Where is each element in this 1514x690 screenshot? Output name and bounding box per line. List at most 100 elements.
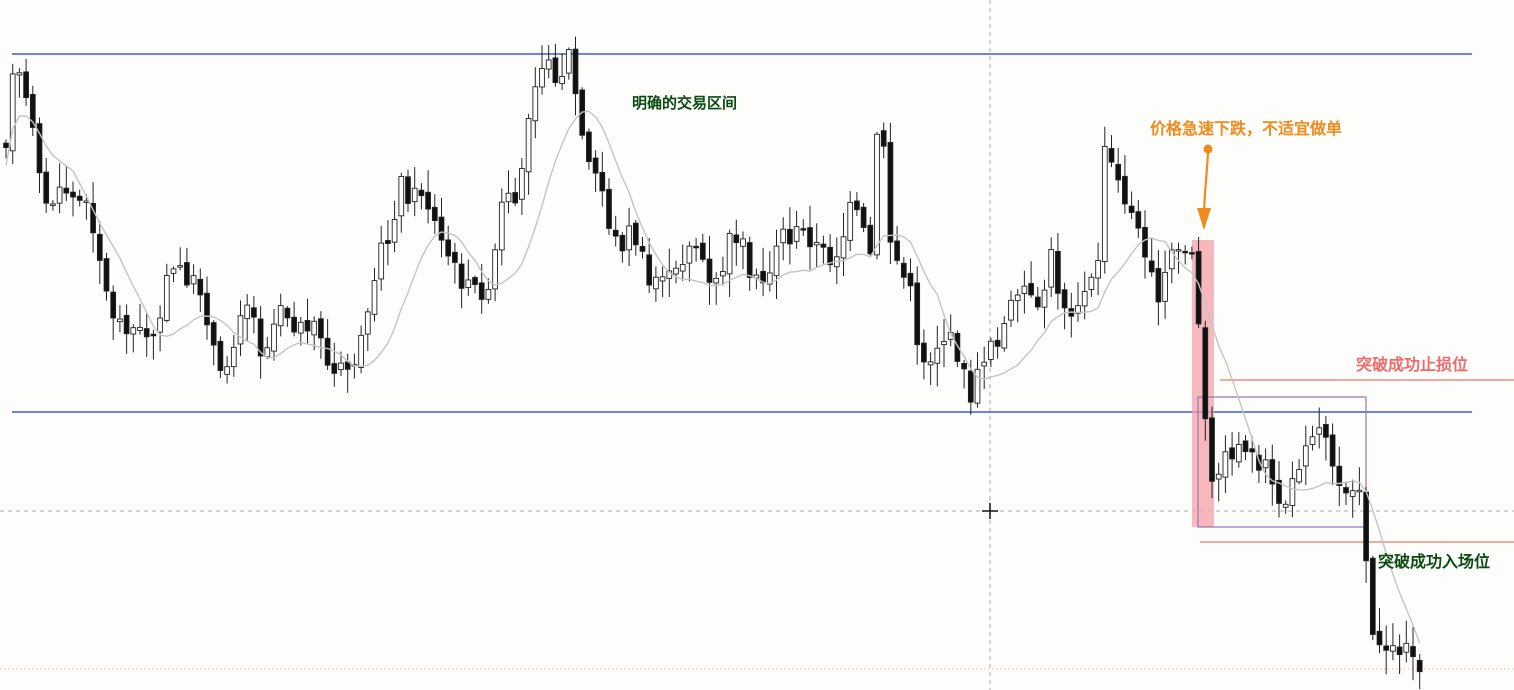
candle-body bbox=[840, 236, 847, 259]
candle-body bbox=[123, 314, 130, 335]
candle-body bbox=[103, 258, 110, 292]
candle-body bbox=[1282, 503, 1289, 508]
candle-body bbox=[1088, 276, 1095, 290]
candle-body bbox=[713, 277, 720, 284]
candle-body bbox=[1128, 205, 1135, 213]
candle-body bbox=[706, 258, 713, 283]
candle-body bbox=[1108, 148, 1115, 163]
candle-body bbox=[177, 265, 184, 268]
candle-body bbox=[887, 141, 894, 243]
candle-body bbox=[1376, 630, 1383, 646]
candle-body bbox=[1343, 487, 1349, 494]
candle-body bbox=[1008, 299, 1014, 321]
candle-body bbox=[478, 282, 485, 300]
candle-body bbox=[1101, 146, 1108, 263]
candle-body bbox=[1148, 260, 1155, 273]
candle-body bbox=[297, 321, 304, 334]
candle-body bbox=[1209, 417, 1215, 482]
candle-body bbox=[90, 202, 96, 234]
candle-body bbox=[184, 262, 190, 286]
candle-body bbox=[251, 307, 257, 318]
candle-body bbox=[586, 131, 592, 163]
candle-body bbox=[472, 277, 478, 285]
candle-body bbox=[961, 362, 967, 370]
candle-body bbox=[740, 238, 746, 247]
candle-body bbox=[632, 222, 639, 246]
candle-body bbox=[720, 271, 726, 277]
candle-body bbox=[378, 242, 385, 280]
candle-body bbox=[894, 240, 900, 261]
candle-body bbox=[525, 117, 532, 173]
candle-body bbox=[1256, 454, 1262, 471]
candle-body bbox=[981, 361, 988, 367]
stop-label: 突破成功止损位 bbox=[1356, 355, 1469, 374]
candle-body bbox=[425, 191, 431, 210]
candle-body bbox=[1162, 271, 1168, 302]
candle-body bbox=[519, 168, 525, 200]
crash-label: 价格急速下跌，不适宜做单 bbox=[1150, 119, 1343, 138]
candle-body bbox=[358, 334, 364, 368]
candle-body bbox=[110, 291, 117, 319]
candle-body bbox=[793, 226, 800, 242]
candle-body bbox=[271, 323, 277, 352]
candle-body bbox=[1048, 249, 1055, 288]
candle-body bbox=[1155, 268, 1162, 303]
candle-body bbox=[746, 242, 753, 278]
candle-body bbox=[398, 176, 405, 217]
candle-body bbox=[1195, 251, 1202, 325]
candle-body bbox=[438, 216, 445, 241]
candle-body bbox=[1269, 459, 1276, 485]
candle-body bbox=[1309, 436, 1316, 445]
candle-body bbox=[1189, 252, 1195, 255]
candle-body bbox=[130, 327, 137, 335]
candle-body bbox=[197, 278, 204, 296]
candle-body bbox=[324, 337, 331, 366]
arrow-origin-dot bbox=[1203, 144, 1213, 154]
candle-body bbox=[1349, 490, 1356, 497]
candle-body bbox=[431, 206, 438, 221]
candle-body bbox=[1416, 659, 1423, 673]
candle-body bbox=[572, 48, 579, 95]
candle-body bbox=[277, 305, 284, 327]
candle-body bbox=[854, 200, 860, 211]
candle-body bbox=[1175, 249, 1182, 252]
candle-body bbox=[217, 340, 224, 371]
candle-body bbox=[780, 228, 787, 244]
candle-body bbox=[860, 206, 867, 228]
candle-body bbox=[1061, 289, 1068, 309]
candle-body bbox=[1081, 291, 1088, 307]
candle-body bbox=[43, 171, 50, 204]
candle-body bbox=[1168, 249, 1175, 270]
candle-body bbox=[539, 68, 545, 88]
candle-body bbox=[1041, 289, 1048, 308]
candle-body bbox=[1356, 489, 1363, 493]
candle-body bbox=[157, 317, 163, 333]
candle-body bbox=[304, 320, 311, 332]
moving-average-line bbox=[5, 110, 1421, 644]
crosshair-icon bbox=[982, 503, 998, 519]
candle-body bbox=[1001, 323, 1008, 349]
candle-body bbox=[1242, 440, 1249, 453]
candle-body bbox=[9, 73, 16, 152]
candle-body bbox=[974, 368, 981, 404]
candle-body bbox=[867, 224, 874, 255]
candle-body bbox=[224, 366, 230, 375]
candle-body bbox=[626, 225, 632, 251]
candle-body bbox=[1329, 434, 1336, 467]
candle-body bbox=[264, 347, 271, 358]
candle-body bbox=[994, 339, 1001, 347]
candle-body bbox=[1302, 445, 1309, 467]
candle-body bbox=[458, 263, 465, 289]
candle-body bbox=[1014, 294, 1021, 302]
consolidation-box bbox=[1197, 396, 1367, 528]
candle-body bbox=[36, 123, 43, 174]
candle-body bbox=[565, 49, 572, 74]
candle-body bbox=[291, 316, 297, 333]
candle-body bbox=[117, 318, 123, 323]
candle-body bbox=[1182, 250, 1189, 254]
candle-body bbox=[1229, 447, 1235, 460]
candle-body bbox=[552, 57, 559, 84]
candle-body bbox=[787, 228, 793, 245]
candle-body bbox=[967, 370, 974, 403]
candle-body bbox=[1135, 211, 1142, 229]
